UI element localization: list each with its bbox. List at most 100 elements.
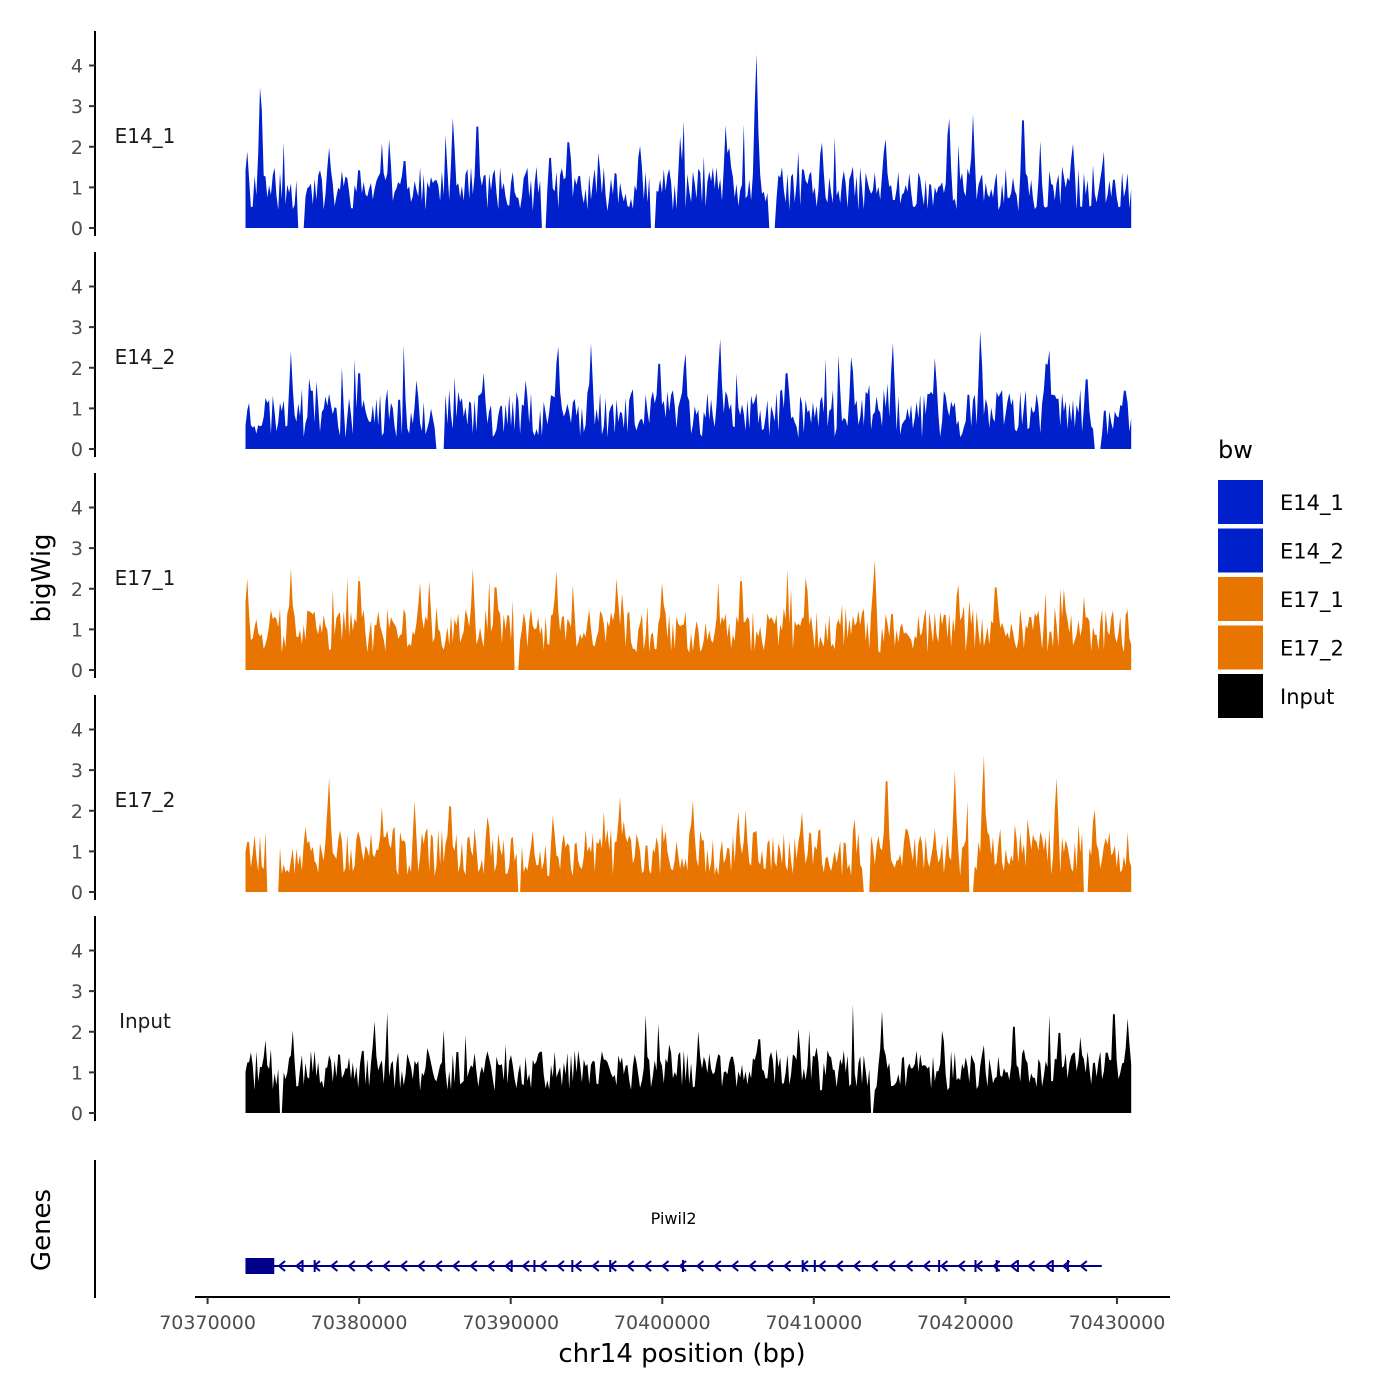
coverage-area-e17-1 [245,559,1132,670]
exon [813,1260,816,1272]
y-tick-label: 3 [71,317,83,339]
strand-arrow [1026,1260,1036,1272]
exon [974,1260,977,1272]
track-e14-1: E14_1 0 1 2 3 4 [71,31,1132,240]
strand-arrow [347,1260,356,1272]
y-tick-label: 2 [71,358,83,380]
strand-arrow [957,1260,966,1272]
strand-arrow [730,1260,739,1272]
strand-arrow [1079,1260,1088,1272]
legend-swatch [1218,528,1263,573]
y-tick-label: 1 [71,398,83,420]
y-tick-label: 1 [71,619,83,641]
legend-swatch [1218,674,1263,718]
strand-arrow [678,1260,687,1272]
y-tick-label: 0 [71,660,83,682]
strand-arrow [1009,1260,1018,1272]
strand-arrow [835,1260,844,1272]
strand-arrow [538,1260,548,1272]
track-e17-1: E17_1 0 1 2 3 4 [71,473,1132,682]
exon [681,1260,684,1272]
strand-arrow [939,1260,949,1272]
x-tick-label: 70420000 [917,1312,1014,1334]
strand-arrow [782,1260,792,1272]
track-label: E14_1 [115,124,176,148]
bigwig-tracks: E14_1 0 1 2 3 4 E14_2 0 1 2 3 4 E17_1 0 1 2 3 4 E17_2 0 1 2 3 4… [71,31,1132,1125]
strand-arrow [643,1260,652,1272]
legend-label: Input [1280,685,1334,709]
legend: bw E14_1 E14_2 E17_1 E17_2 Input [1218,436,1344,718]
strand-arrow [399,1260,408,1272]
exon [301,1260,304,1272]
coverage-area-e17-2 [245,755,1132,892]
track-label: E17_2 [115,788,176,812]
x-tick-label: 70370000 [159,1312,256,1334]
exon [1016,1260,1019,1272]
exon [245,1258,275,1274]
track-label: E14_2 [115,345,176,369]
track-label: E17_1 [115,566,176,590]
x-tick-label: 70400000 [614,1312,711,1334]
y-tick-label: 4 [71,277,83,299]
strand-arrow [1044,1260,1053,1272]
exon [571,1260,574,1272]
strand-arrow [521,1260,530,1272]
strand-arrow [451,1260,461,1272]
coverage-area-input [245,1004,1132,1113]
exon [938,1260,941,1272]
x-tick-label: 70410000 [765,1312,862,1334]
x-tick-label: 70390000 [462,1312,559,1334]
x-tick-label: 70430000 [1069,1312,1166,1334]
strand-arrow [329,1260,339,1272]
strand-arrow [364,1260,373,1272]
y-tick-label: 1 [71,177,83,199]
exon [533,1260,536,1272]
track-e14-2: E14_2 0 1 2 3 4 [71,252,1132,461]
y-tick-label: 2 [71,801,83,823]
y-tick-label: 4 [71,720,83,742]
strand-arrow [573,1260,583,1272]
coverage-area-e14-2 [245,331,1132,449]
exon [313,1260,316,1272]
legend-label: E14_2 [1280,540,1344,565]
strand-arrow [416,1260,426,1272]
exon [995,1260,998,1272]
legend-swatch [1218,480,1263,524]
y-tick-label: 4 [71,56,83,78]
legend-swatch [1218,625,1263,670]
y-tick-label: 2 [71,137,83,159]
y-tick-label: 2 [71,1022,83,1044]
y-tick-label: 1 [71,841,83,863]
exon [801,1260,804,1272]
y-axis-title: bigWig [27,533,57,622]
strand-arrow [713,1260,722,1272]
strand-arrow [817,1260,827,1272]
gene-label: Piwil2 [651,1209,697,1228]
y-tick-label: 0 [71,439,83,461]
y-tick-label: 0 [71,882,83,904]
exon [510,1260,513,1272]
strand-arrow [294,1260,304,1272]
x-axis-title: chr14 position (bp) [558,1339,805,1369]
strand-arrow [277,1260,286,1272]
y-tick-label: 3 [71,760,83,782]
strand-arrow [626,1260,635,1272]
strand-arrow [765,1260,774,1272]
y-tick-label: 3 [71,981,83,1003]
strand-arrow [504,1260,513,1272]
y-tick-label: 1 [71,1062,83,1084]
track-input: Input 0 1 2 3 4 [71,916,1132,1125]
y-tick-label: 3 [71,96,83,118]
legend-title: bw [1218,436,1253,464]
strand-arrow [382,1260,391,1272]
legend-label: E17_2 [1280,637,1344,662]
strand-arrow [591,1260,600,1272]
exon [1066,1260,1069,1272]
strand-arrow [486,1260,495,1272]
strand-arrow [922,1260,931,1272]
coverage-area-e14-1 [245,54,1132,228]
y-tick-label: 0 [71,218,83,240]
strand-arrow [904,1260,914,1272]
track-e17-2: E17_2 0 1 2 3 4 [71,695,1132,904]
